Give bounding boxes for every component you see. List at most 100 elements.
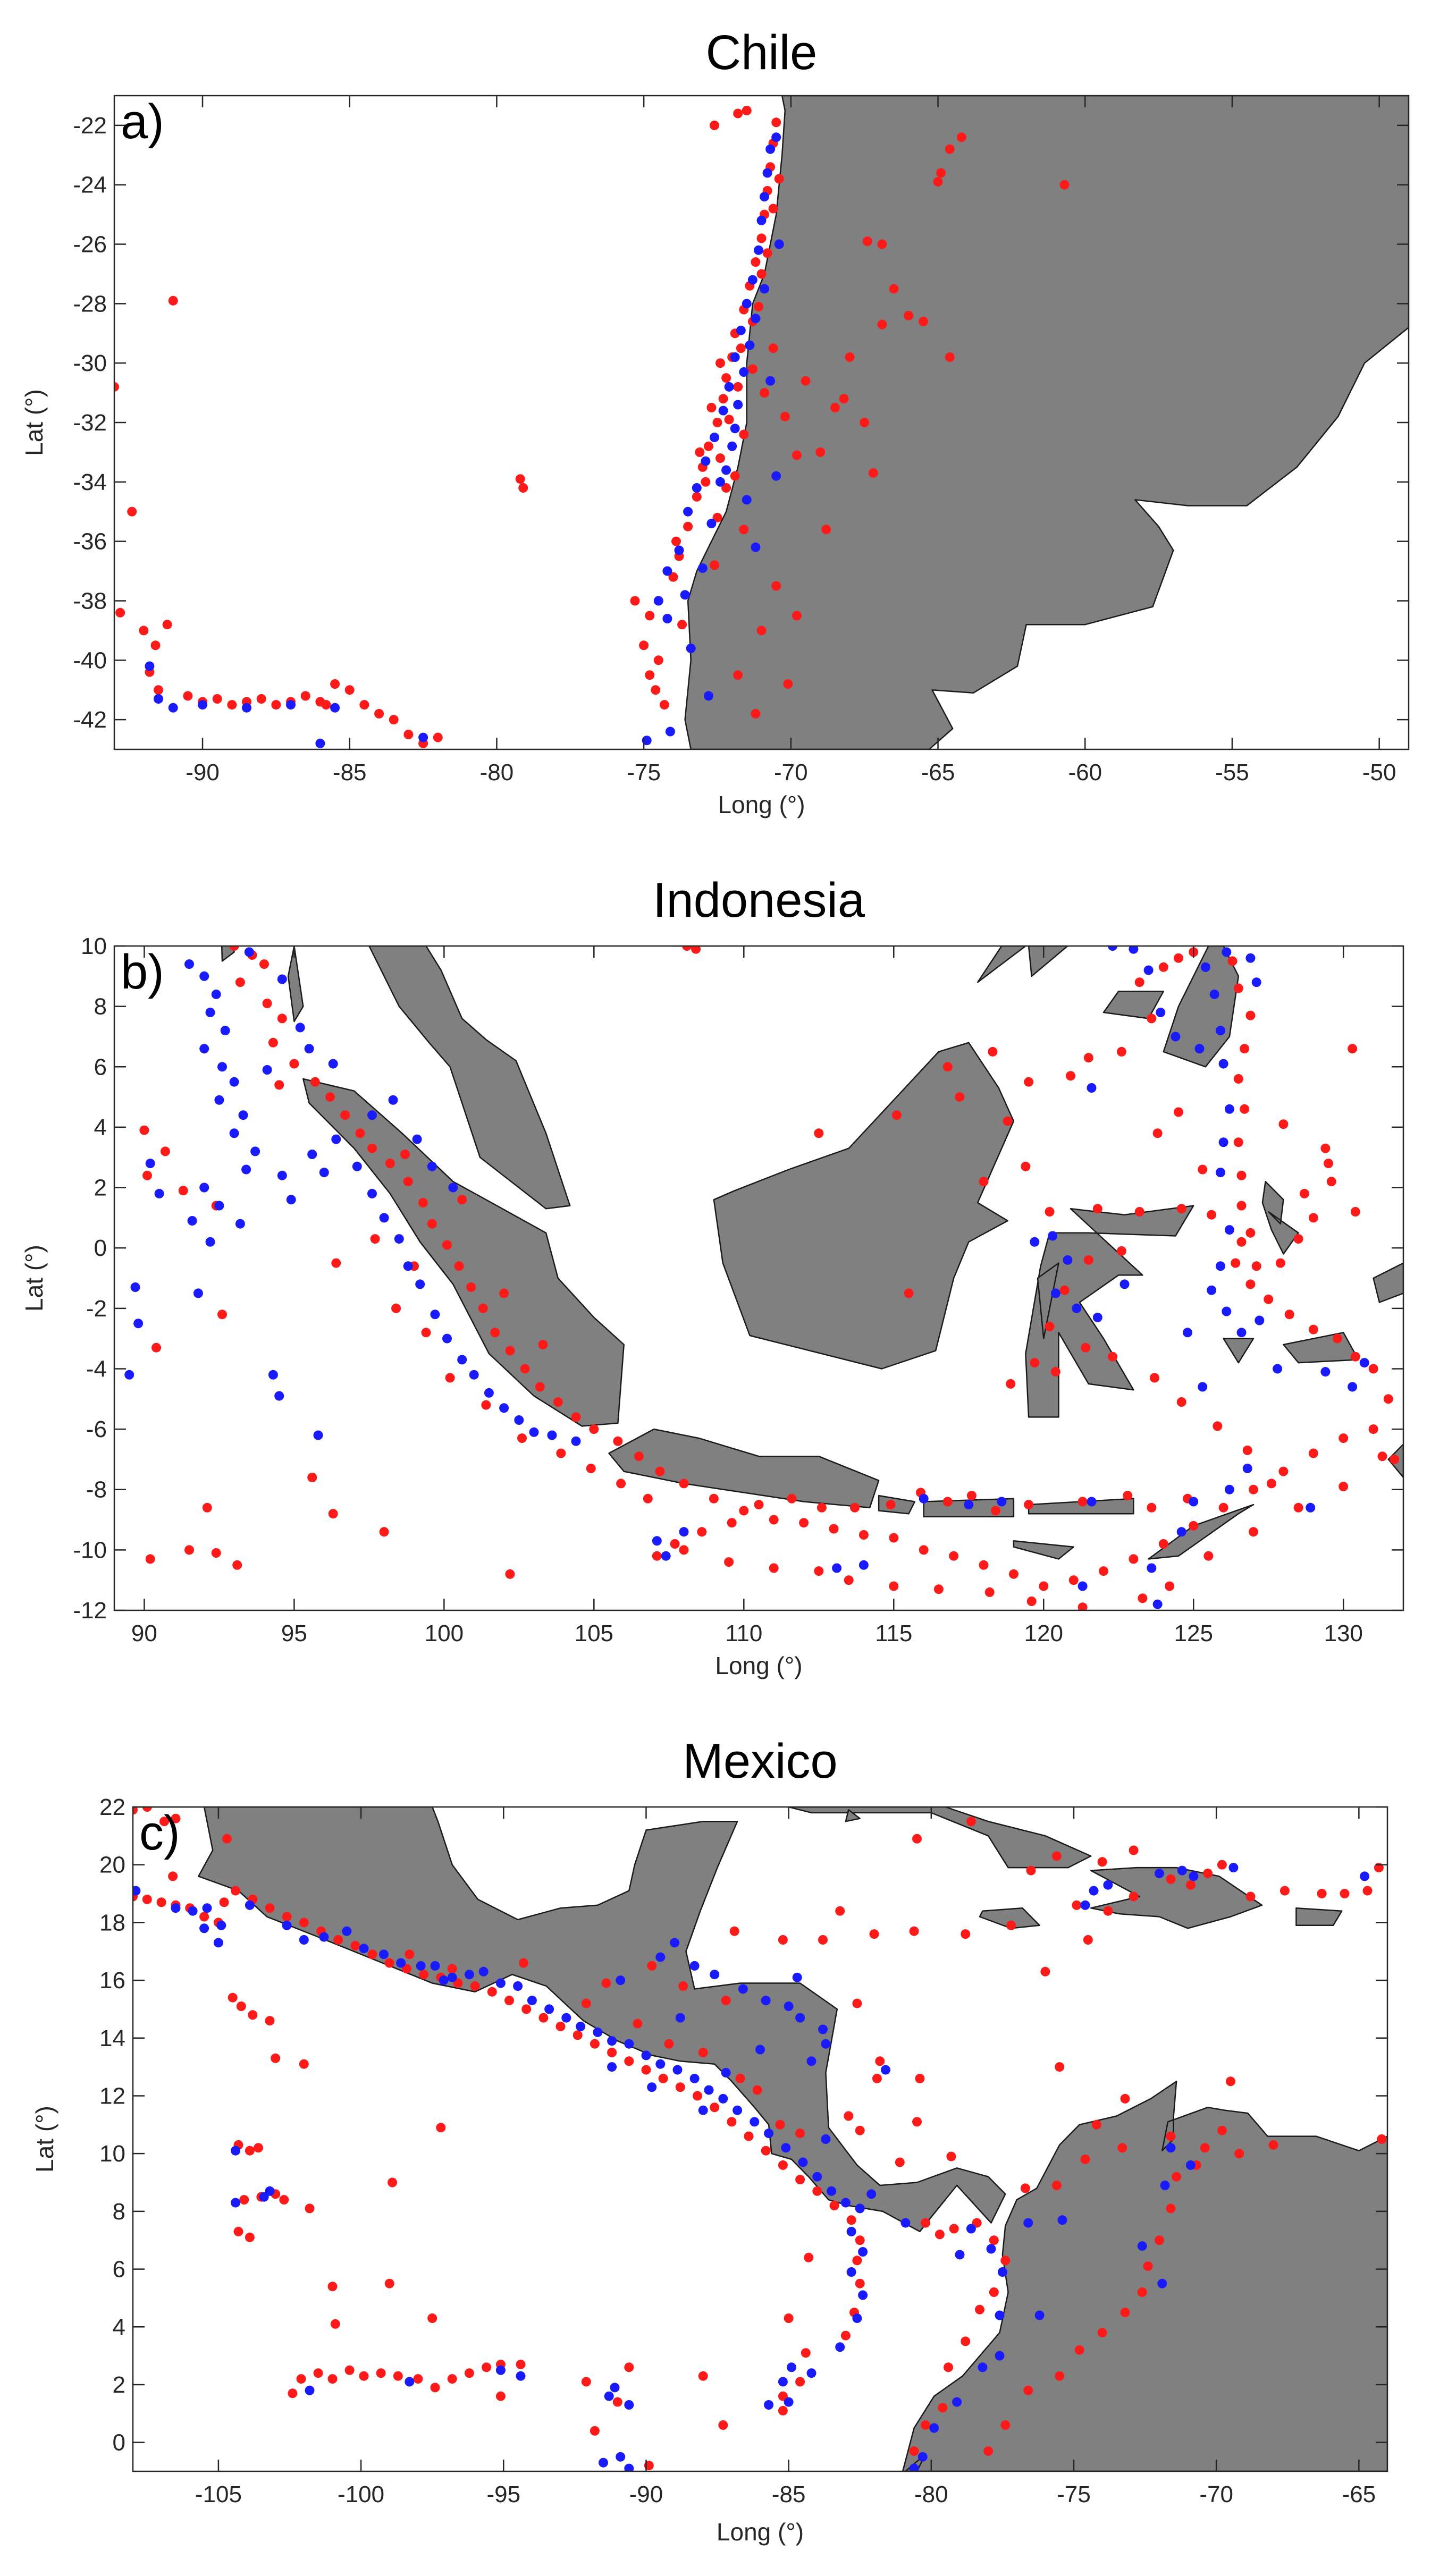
data-point <box>202 1903 212 1913</box>
land-polygon-6 <box>1295 1907 1343 1927</box>
data-point <box>1068 1575 1079 1585</box>
data-point <box>751 314 761 324</box>
data-point <box>659 700 669 710</box>
data-point <box>607 2036 617 2046</box>
data-point <box>1108 1352 1117 1362</box>
data-point <box>721 2068 731 2077</box>
y-tick-label: -2 <box>86 1296 107 1322</box>
data-point <box>421 1328 431 1338</box>
data-point <box>469 1370 479 1380</box>
data-point <box>616 1975 626 1986</box>
data-point <box>830 403 840 412</box>
data-point <box>818 1935 828 1945</box>
data-point <box>1359 1358 1369 1368</box>
data-point <box>1083 1255 1093 1265</box>
data-point <box>995 2310 1005 2320</box>
data-point <box>231 2198 241 2208</box>
y-tick-label: -26 <box>73 232 107 258</box>
y-tick-label: -34 <box>73 469 107 495</box>
data-point <box>798 2157 808 2167</box>
panel-title: Indonesia <box>653 873 865 927</box>
data-point <box>616 1479 626 1489</box>
data-point <box>742 299 752 309</box>
mexico-panel: -105 -100 -95 -90 -85 -80 -75 -70 -6522201816141… <box>31 1734 1388 2546</box>
data-point <box>754 1500 764 1510</box>
data-point <box>1171 1032 1181 1042</box>
data-point <box>778 1935 788 1945</box>
data-point <box>760 388 769 398</box>
x-tick-label: -85 <box>772 2481 806 2507</box>
x-tick-label: -75 <box>627 759 661 786</box>
data-point <box>187 1216 197 1226</box>
data-point <box>154 694 163 704</box>
data-point <box>183 691 193 701</box>
data-point <box>1166 2131 1176 2141</box>
y-tick-label: 6 <box>113 2257 125 2283</box>
x-axis-label: Long (°) <box>715 1652 802 1679</box>
data-point <box>114 382 119 392</box>
data-point <box>1255 1315 1265 1325</box>
data-point <box>858 1530 869 1540</box>
data-point <box>1308 1448 1318 1458</box>
data-point <box>1183 1328 1192 1338</box>
data-point <box>464 1970 474 1980</box>
x-tick-label: -70 <box>1199 2481 1233 2507</box>
data-point <box>1198 1164 1208 1175</box>
data-point <box>571 1412 581 1422</box>
data-point <box>653 596 663 606</box>
y-tick-label: 2 <box>113 2372 125 2398</box>
data-point <box>1240 1044 1250 1054</box>
data-point <box>412 1134 422 1144</box>
panel-label: c) <box>139 1806 180 1860</box>
data-point <box>1189 1871 1199 1881</box>
y-tick-label: 10 <box>81 933 107 959</box>
x-tick-label: 100 <box>425 1620 464 1646</box>
data-point <box>495 2391 506 2401</box>
data-point <box>499 1403 509 1413</box>
data-point <box>909 2463 919 2471</box>
data-point <box>1222 947 1232 957</box>
data-point <box>1129 946 1139 954</box>
data-point <box>1233 983 1243 993</box>
data-point <box>697 1527 707 1537</box>
data-point <box>792 1972 802 1982</box>
data-point <box>1227 956 1238 966</box>
data-point <box>624 2056 634 2066</box>
data-point <box>607 2062 617 2072</box>
data-point <box>944 2362 953 2372</box>
data-point <box>895 2157 905 2167</box>
data-point <box>651 685 661 695</box>
data-point <box>949 2224 959 2234</box>
data-point <box>216 1920 226 1930</box>
data-point <box>909 1926 919 1936</box>
data-point <box>1156 1008 1166 1017</box>
data-point <box>1083 1935 1093 1945</box>
data-point <box>331 1258 341 1268</box>
data-point <box>442 1240 452 1250</box>
data-point <box>806 2368 816 2378</box>
data-point <box>739 525 749 535</box>
data-point <box>1224 1104 1234 1114</box>
x-tick-label: 110 <box>725 1620 762 1646</box>
data-point <box>946 2151 956 2161</box>
data-point <box>645 670 655 680</box>
data-point <box>1147 1502 1157 1513</box>
data-point <box>942 1497 953 1507</box>
data-point <box>1040 1966 1050 1977</box>
data-point <box>733 670 743 680</box>
data-point <box>686 643 696 653</box>
data-point <box>1116 1246 1126 1256</box>
land-polygon-5 <box>979 1907 1040 1929</box>
data-point <box>1245 1891 1256 1902</box>
data-point <box>747 364 757 374</box>
data-point <box>250 1146 260 1156</box>
data-point <box>655 1952 666 1962</box>
data-point <box>259 959 269 969</box>
data-point <box>787 1493 797 1504</box>
data-point <box>1224 1484 1234 1494</box>
data-point <box>199 1912 209 1922</box>
data-point <box>295 1023 305 1033</box>
data-point <box>1176 1204 1186 1214</box>
data-point <box>989 2287 999 2297</box>
data-point <box>1059 1285 1070 1295</box>
